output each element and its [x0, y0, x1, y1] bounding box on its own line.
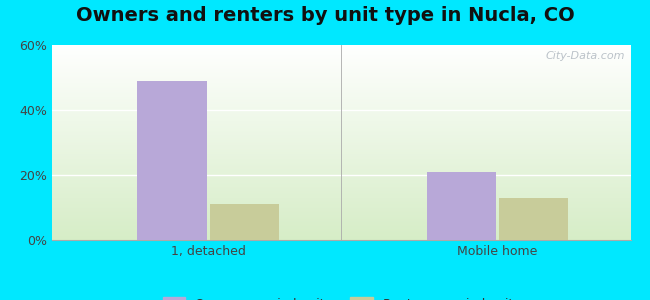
- Bar: [426, 172, 496, 240]
- Bar: [137, 81, 207, 240]
- Text: City-Data.com: City-Data.com: [545, 51, 625, 61]
- Bar: [210, 204, 279, 240]
- Legend: Owner occupied units, Renter occupied units: Owner occupied units, Renter occupied un…: [158, 292, 525, 300]
- Bar: [499, 198, 568, 240]
- Text: Owners and renters by unit type in Nucla, CO: Owners and renters by unit type in Nucla…: [75, 6, 575, 25]
